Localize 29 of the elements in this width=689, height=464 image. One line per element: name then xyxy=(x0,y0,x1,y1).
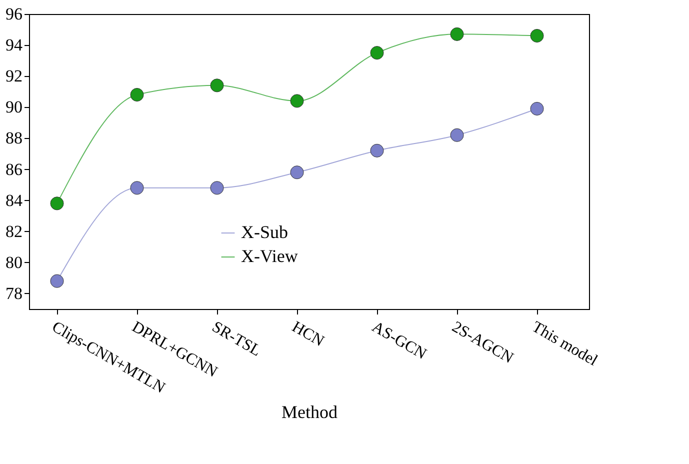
y-tick-label: 82 xyxy=(6,222,22,241)
point xyxy=(50,274,64,288)
y-tick-label: 86 xyxy=(6,160,22,179)
point xyxy=(450,128,464,142)
point xyxy=(130,181,144,195)
point xyxy=(210,78,224,92)
y-tick-label: 92 xyxy=(6,66,22,86)
point xyxy=(290,166,304,180)
point xyxy=(130,88,144,102)
point xyxy=(290,94,304,108)
y-tick-label: 84 xyxy=(6,190,23,210)
x-tick-label: HCN xyxy=(289,318,328,350)
y-tick-label: 80 xyxy=(6,252,22,272)
point xyxy=(530,28,544,42)
y-tick-label: 96 xyxy=(6,4,22,24)
point xyxy=(450,27,464,41)
y-tick-label: 94 xyxy=(6,36,23,55)
point xyxy=(210,181,224,195)
x-tick-label: This model xyxy=(529,318,601,370)
point xyxy=(370,46,384,60)
point xyxy=(50,196,64,210)
legend-label: X-Sub xyxy=(241,222,288,242)
y-tick-label: 88 xyxy=(6,128,22,148)
y-tick-label: 78 xyxy=(6,284,22,303)
point xyxy=(530,102,544,116)
point xyxy=(370,144,384,158)
y-tick-label: 90 xyxy=(6,98,22,117)
x-axis-title: Method xyxy=(282,402,338,422)
legend-label: X-View xyxy=(241,246,298,266)
